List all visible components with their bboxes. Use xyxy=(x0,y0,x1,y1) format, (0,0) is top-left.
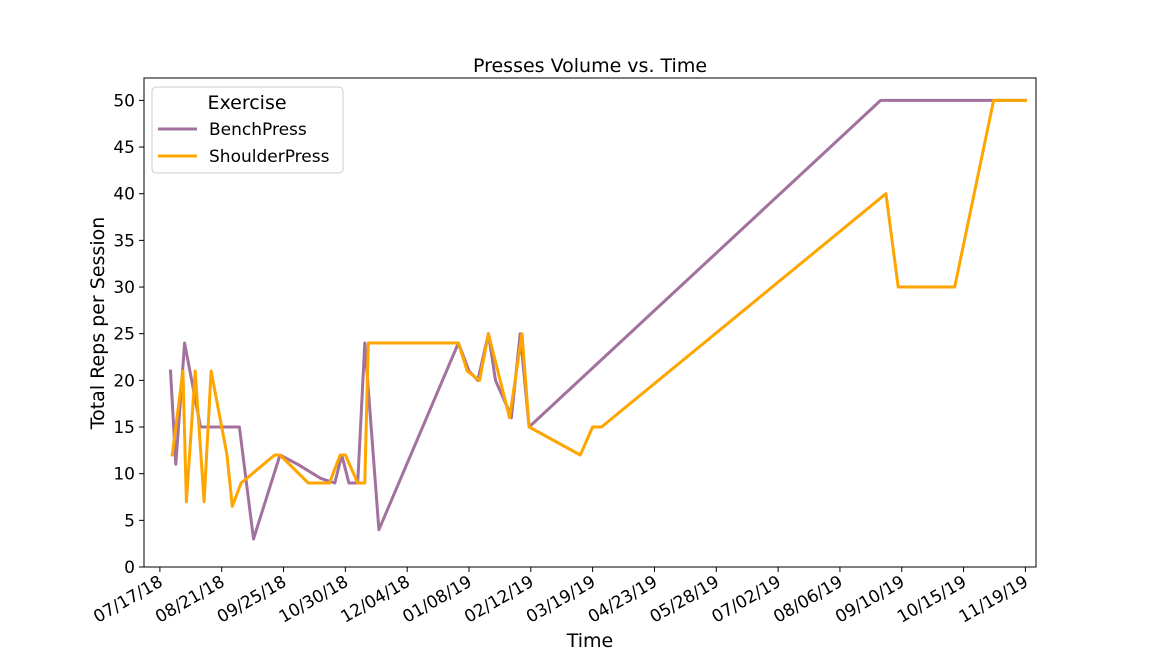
y-tick-label: 35 xyxy=(113,231,135,251)
y-tick-label: 20 xyxy=(113,371,135,391)
y-tick-label: 25 xyxy=(113,325,135,345)
legend-box xyxy=(151,86,344,174)
y-tick-label: 40 xyxy=(113,185,135,205)
y-tick-label: 0 xyxy=(124,558,135,578)
y-axis-ticks: 0 5 10 15 20 25 30 35 40 45 50 xyxy=(113,91,144,578)
y-tick-label: 50 xyxy=(113,91,135,111)
legend-label-shoulderpress: ShoulderPress xyxy=(209,147,330,167)
y-tick-label: 5 xyxy=(124,511,135,531)
chart-title: Presses Volume vs. Time xyxy=(473,55,707,77)
legend-title: Exercise xyxy=(207,92,286,114)
y-tick-label: 15 xyxy=(113,418,135,438)
x-axis-label: Time xyxy=(566,630,614,648)
series-layer xyxy=(168,98,1027,541)
y-tick-label: 10 xyxy=(113,465,135,485)
legend: Exercise BenchPress ShoulderPress xyxy=(151,86,344,174)
y-tick-label: 30 xyxy=(113,278,135,298)
legend-label-benchpress: BenchPress xyxy=(209,120,307,140)
y-axis-label: Total Reps per Session xyxy=(87,217,109,431)
y-tick-label: 45 xyxy=(113,138,135,158)
series-line-shoulderpress xyxy=(170,98,1027,508)
